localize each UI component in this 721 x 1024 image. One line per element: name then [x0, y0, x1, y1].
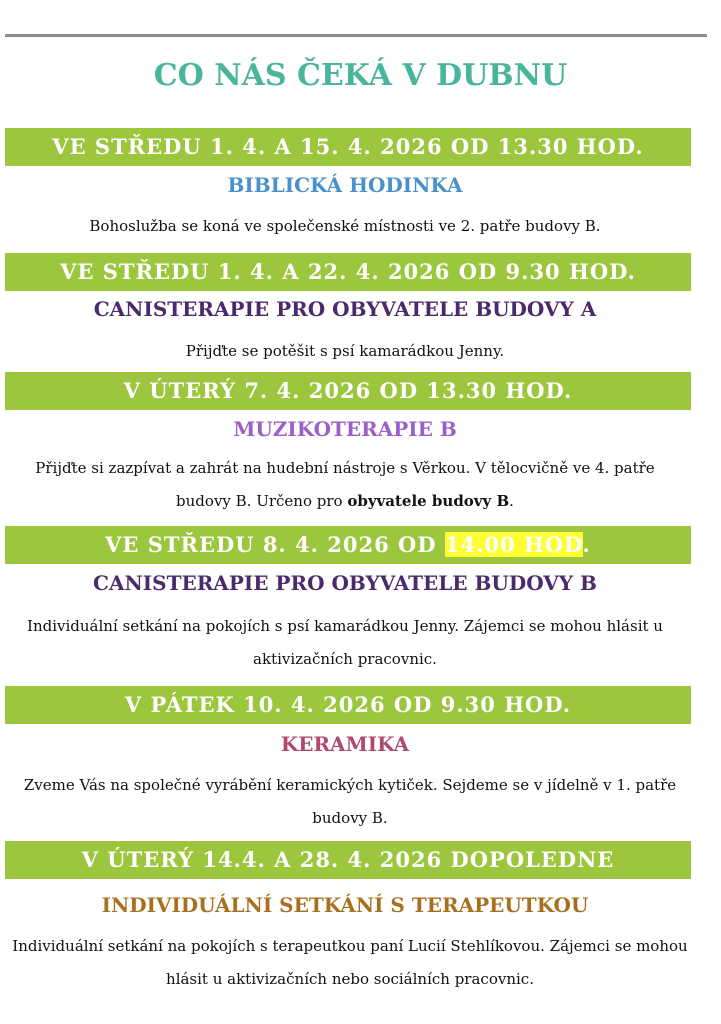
date-highlight: 14.00 HOD	[444, 532, 583, 557]
event-heading: CANISTERAPIE PRO OBYVATELE BUDOVY B	[93, 571, 597, 595]
event-description: Individuální setkání na pokojích s psí k…	[5, 610, 685, 676]
event-date: VE STŘEDU 1. 4. A 15. 4. 2026 OD 13.30 H…	[5, 128, 691, 166]
event-date: VE STŘEDU 1. 4. A 22. 4. 2026 OD 9.30 HO…	[5, 253, 691, 291]
event-description: Přijďte se potěšit s psí kamarádkou Jenn…	[0, 335, 690, 368]
event-heading: KERAMIKA	[280, 732, 410, 756]
desc-bold: obyvatele budovy B	[347, 492, 510, 510]
event-date: VE STŘEDU 8. 4. 2026 OD 14.00 HOD.	[5, 526, 691, 564]
date-text: VE STŘEDU 1. 4. A 15. 4. 2026 OD 13.30 H…	[52, 134, 644, 159]
desc-text: Zveme Vás na společné vyrábění keramický…	[23, 776, 677, 827]
date-text: VE STŘEDU 1. 4. A 22. 4. 2026 OD 9.30 HO…	[60, 259, 636, 284]
desc-text: Přijďte si zazpívat a zahrát na hudební …	[35, 459, 655, 510]
event-heading: INDIVIDUÁLNÍ SETKÁNÍ S TERAPEUTKOU	[101, 893, 589, 917]
date-text: V ÚTERÝ 7. 4. 2026 OD 13.30 HOD.	[123, 378, 573, 403]
desc-text: .	[509, 492, 514, 510]
date-text: V ÚTERÝ 14.4. A 28. 4. 2026 DOPOLEDNE	[81, 847, 615, 872]
desc-text: Individuální setkání na pokojích s psí k…	[27, 617, 663, 668]
event-date: V PÁTEK 10. 4. 2026 OD 9.30 HOD.	[5, 686, 691, 724]
title: CO NÁS ČEKÁ V DUBNU	[153, 58, 568, 93]
event-heading: MUZIKOTERAPIE B	[233, 417, 457, 441]
event-date: V ÚTERÝ 7. 4. 2026 OD 13.30 HOD.	[5, 372, 691, 410]
desc-text: Přijďte se potěšit s psí kamarádkou Jenn…	[185, 342, 505, 360]
date-text: VE STŘEDU 8. 4. 2026 OD	[105, 532, 445, 557]
desc-text: Individuální setkání na pokojích s terap…	[12, 937, 688, 988]
event-heading: BIBLICKÁ HODINKA	[227, 173, 463, 197]
desc-text: Bohoslužba se koná ve společenské místno…	[89, 217, 601, 235]
event-description: Přijďte si zazpívat a zahrát na hudební …	[10, 452, 680, 518]
event-heading: CANISTERAPIE PRO OBYVATELE BUDOVY A	[93, 297, 597, 321]
event-description: Zveme Vás na společné vyrábění keramický…	[0, 769, 700, 835]
date-text: .	[582, 532, 591, 557]
event-date: V ÚTERÝ 14.4. A 28. 4. 2026 DOPOLEDNE	[5, 841, 691, 879]
event-description: Bohoslužba se koná ve společenské místno…	[0, 210, 690, 243]
top-rule	[5, 34, 707, 37]
date-text: V PÁTEK 10. 4. 2026 OD 9.30 HOD.	[124, 692, 572, 717]
event-description: Individuální setkání na pokojích s terap…	[0, 930, 700, 996]
